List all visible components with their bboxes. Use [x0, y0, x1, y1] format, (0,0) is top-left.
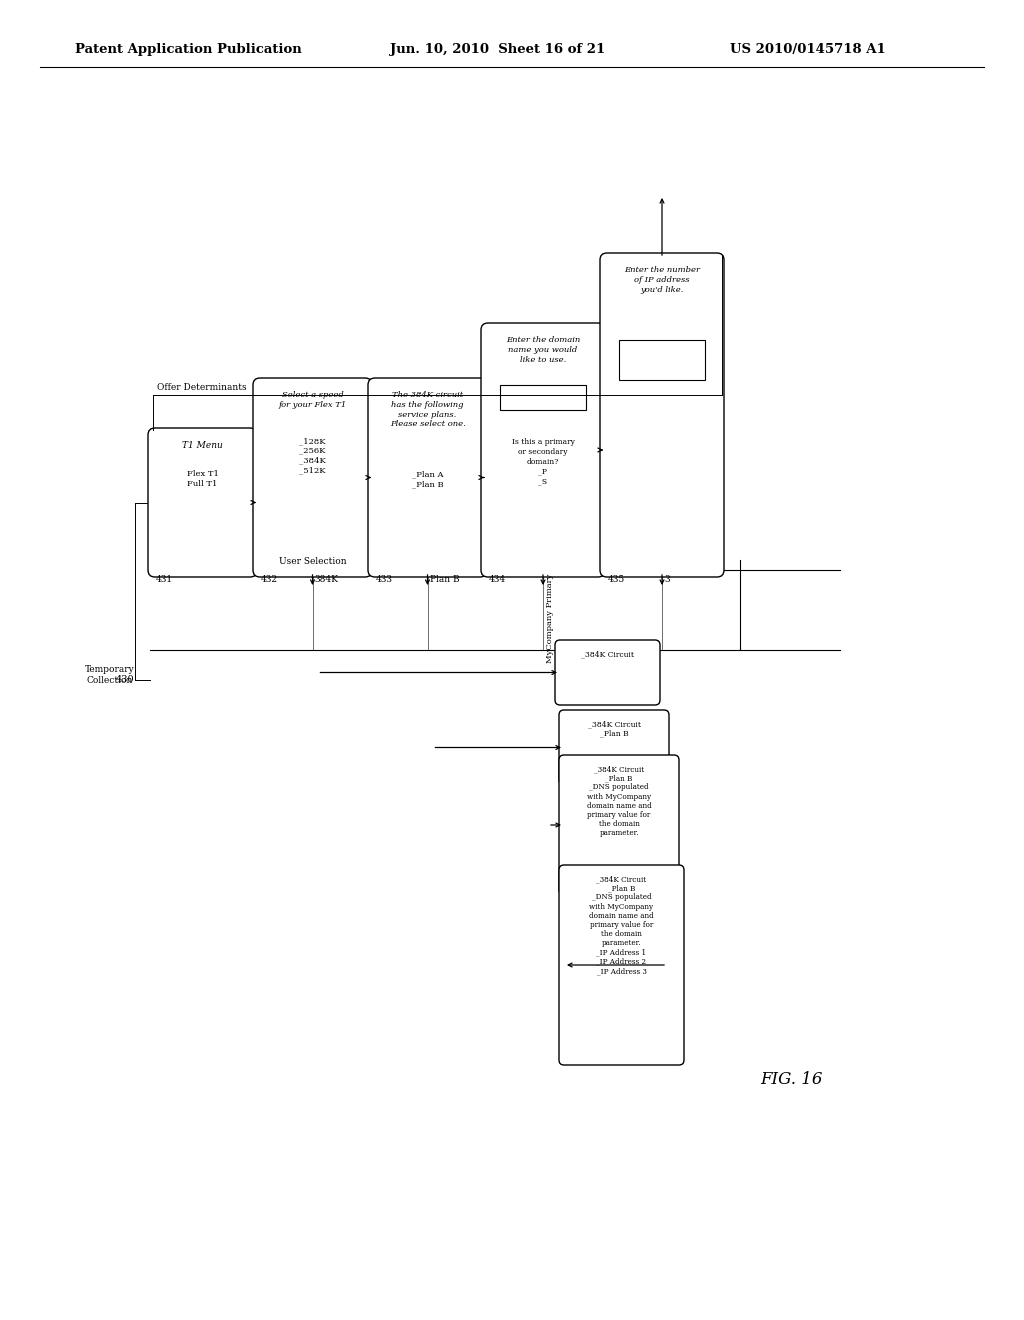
Text: Enter the number
of IP address
you'd like.: Enter the number of IP address you'd lik… [624, 267, 700, 293]
Text: _Plan A
_Plan B: _Plan A _Plan B [412, 470, 443, 488]
FancyBboxPatch shape [559, 865, 684, 1065]
Text: Jun. 10, 2010  Sheet 16 of 21: Jun. 10, 2010 Sheet 16 of 21 [390, 44, 605, 57]
FancyBboxPatch shape [148, 428, 257, 577]
Text: 432: 432 [261, 576, 278, 583]
Text: Plan B: Plan B [429, 576, 459, 585]
Text: User Selection: User Selection [279, 557, 346, 566]
Text: Patent Application Publication: Patent Application Publication [75, 44, 302, 57]
FancyBboxPatch shape [600, 253, 724, 577]
Text: _384K Circuit
_Plan B
_DNS populated
with MyCompany
domain name and
primary valu: _384K Circuit _Plan B _DNS populated wit… [587, 766, 651, 837]
Text: _384K Circuit
_Plan B
_DNS populated
with MyCompany
domain name and
primary valu: _384K Circuit _Plan B _DNS populated wit… [589, 875, 654, 975]
Text: MyCompany Primary: MyCompany Primary [546, 574, 554, 664]
Text: 430: 430 [116, 676, 134, 685]
Text: Is this a primary
or secondary
domain?
_P
_S: Is this a primary or secondary domain? _… [512, 438, 574, 486]
Bar [618, 341, 705, 380]
Text: 431: 431 [156, 576, 173, 583]
Text: Select a speed
for your Flex T1: Select a speed for your Flex T1 [279, 391, 347, 409]
Text: 435: 435 [608, 576, 626, 583]
Text: Temporary
Collection: Temporary Collection [85, 665, 135, 685]
Text: Offer Determinants: Offer Determinants [157, 383, 247, 392]
Text: _384K Circuit: _384K Circuit [581, 649, 634, 657]
FancyBboxPatch shape [559, 710, 669, 785]
Text: 384K: 384K [314, 576, 339, 585]
Text: _128K
_256K
_384K
_512K: _128K _256K _384K _512K [299, 437, 326, 474]
Text: 433: 433 [376, 576, 393, 583]
Text: Enter the domain
name you would
like to use.: Enter the domain name you would like to … [506, 337, 581, 363]
FancyBboxPatch shape [555, 640, 660, 705]
Bar [500, 385, 586, 411]
FancyBboxPatch shape [253, 378, 372, 577]
Text: FIG. 16: FIG. 16 [760, 1072, 822, 1089]
Text: T1 Menu: T1 Menu [182, 441, 223, 450]
FancyBboxPatch shape [481, 323, 605, 577]
Text: US 2010/0145718 A1: US 2010/0145718 A1 [730, 44, 886, 57]
Text: _384K Circuit
_Plan B: _384K Circuit _Plan B [588, 719, 640, 738]
Text: Flex T1
Full T1: Flex T1 Full T1 [186, 470, 218, 488]
Text: The 384K circuit
has the following
service plans.
Please select one.: The 384K circuit has the following servi… [389, 391, 465, 429]
Text: 434: 434 [489, 576, 506, 583]
FancyBboxPatch shape [559, 755, 679, 895]
FancyBboxPatch shape [368, 378, 487, 577]
Text: 3: 3 [664, 576, 670, 585]
